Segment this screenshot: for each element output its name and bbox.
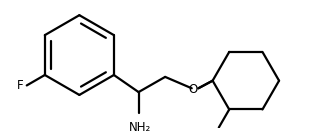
Text: NH₂: NH₂ <box>129 121 152 134</box>
Text: O: O <box>188 83 197 96</box>
Text: F: F <box>17 79 24 92</box>
